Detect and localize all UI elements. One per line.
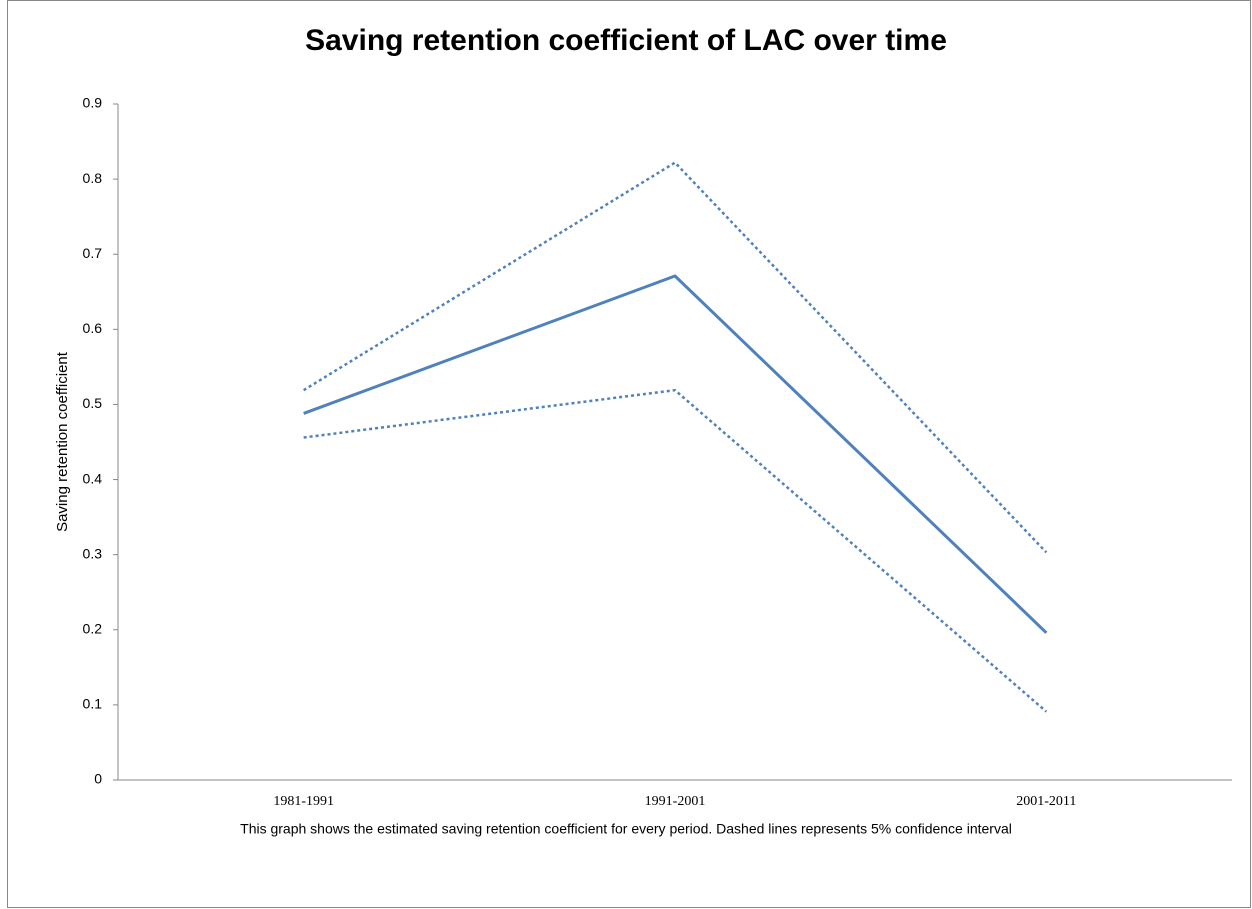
y-tick-label: 0.6 (83, 320, 103, 336)
y-tick-label: 0.1 (83, 696, 103, 712)
series-line (303, 274, 1048, 634)
y-axis-label: Saving retention coefficient (54, 351, 71, 532)
y-tick-label: 0 (94, 771, 102, 787)
x-tick-label: 2001-2011 (1016, 794, 1076, 809)
y-tick-label: 0.2 (83, 620, 103, 636)
y-tick-label: 0.7 (83, 245, 103, 261)
caption: This graph shows the estimated saving re… (240, 821, 1012, 837)
y-tick-label: 0.8 (83, 170, 103, 186)
y-tick-label: 0.5 (83, 395, 103, 411)
x-tick-label: 1981-1991 (273, 794, 334, 809)
x-tick-label: 1991-2001 (645, 794, 706, 809)
y-tick-label: 0.3 (83, 545, 103, 561)
series-line (303, 160, 1048, 554)
y-tick-label: 0.4 (83, 470, 103, 486)
y-tick-label: 0.9 (83, 95, 103, 111)
chart-title: Saving retention coefficient of LAC over… (305, 24, 947, 57)
chart-frame (7, 0, 1251, 908)
series-line (303, 388, 1048, 713)
